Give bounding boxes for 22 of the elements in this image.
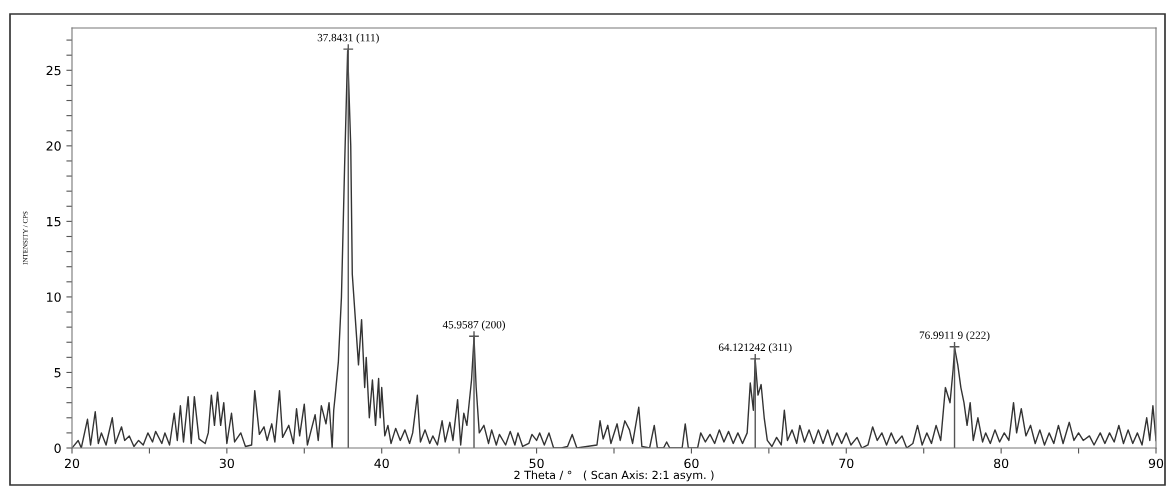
x-tick-label: 30	[219, 458, 234, 469]
point	[948, 341, 961, 353]
point	[342, 43, 354, 55]
y-tick-label: 5	[54, 368, 61, 378]
x-tick-label: 80	[994, 458, 1009, 469]
x-tick-label: 60	[684, 458, 699, 469]
annotation: 45.9587 (200)	[442, 320, 505, 331]
x-tick-label: 40	[374, 458, 389, 469]
point	[749, 353, 761, 365]
annotation: 37.8431 (111)	[317, 33, 379, 44]
y-tick-label: 20	[46, 141, 61, 151]
annotation: 76.9911 9 (222)	[919, 331, 990, 342]
y-tick-label: 25	[46, 65, 61, 76]
y-tick-label: 0	[54, 443, 61, 453]
x-tick-label: 90	[1148, 458, 1164, 469]
x-tick-label: 50	[529, 458, 544, 469]
x-axis-title: 2 Theta / ° ( Scan Axis: 2:1 asym. )	[514, 470, 714, 482]
x-tick-label: 20	[64, 458, 80, 469]
annotation: 64.121242 (311)	[718, 343, 792, 354]
y-tick-label: 15	[47, 217, 61, 227]
x-tick-label: 70	[839, 458, 854, 469]
y-tick-label: 10	[47, 292, 61, 302]
